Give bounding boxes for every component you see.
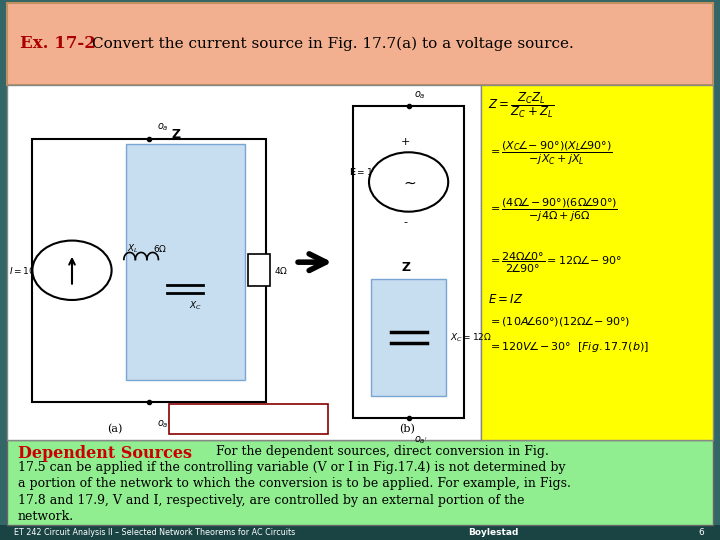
Text: $o_{a'}$: $o_{a'}$ — [415, 434, 428, 446]
Text: $\mathbf{Z}$: $\mathbf{Z}$ — [171, 129, 181, 141]
Text: ET 242 Circuit Analysis II – Selected Network Theorems for AC Circuits: ET 242 Circuit Analysis II – Selected Ne… — [14, 528, 296, 537]
Text: Dependent Sources: Dependent Sources — [18, 445, 192, 462]
Text: Example 17.2.: Example 17.2. — [240, 415, 321, 424]
Bar — [126, 144, 245, 380]
Bar — [481, 85, 713, 440]
Bar — [248, 254, 270, 286]
Text: $o_a$: $o_a$ — [157, 122, 168, 133]
Text: $\mathbf{Z}$: $\mathbf{Z}$ — [402, 261, 412, 274]
Text: +: + — [400, 137, 410, 147]
Text: $E = IZ$: $E = IZ$ — [488, 293, 523, 306]
Text: 6: 6 — [698, 528, 704, 537]
Text: Ex. 17-2: Ex. 17-2 — [20, 35, 96, 52]
Text: Boylestad: Boylestad — [468, 528, 518, 537]
Bar — [371, 279, 446, 396]
Text: $X_C$: $X_C$ — [189, 300, 202, 313]
Text: 17.5 can be applied if the controlling variable (V or I in Fig.17.4) is not dete: 17.5 can be applied if the controlling v… — [18, 461, 566, 474]
Bar — [353, 106, 464, 418]
Text: $= \dfrac{24\Omega\!\angle\!0°}{2\!\angle\!90°} = 12\Omega\!\angle\!-90°$: $= \dfrac{24\Omega\!\angle\!0°}{2\!\angl… — [488, 249, 622, 275]
Bar — [32, 139, 266, 402]
Text: (b): (b) — [399, 424, 415, 434]
Text: $\sim$: $\sim$ — [400, 174, 417, 190]
Text: For the dependent sources, direct conversion in Fig.: For the dependent sources, direct conver… — [184, 445, 549, 458]
Text: $= 120V\!\angle\!-30°\ \ [Fig.17.7(b)]$: $= 120V\!\angle\!-30°\ \ [Fig.17.7(b)]$ — [488, 339, 649, 354]
Bar — [0, 525, 720, 540]
Text: $4\Omega$: $4\Omega$ — [274, 265, 288, 276]
Text: $\mathbf{E} = 120\ V\!\angle\!-30°$: $\mathbf{E} = 120\ V\!\angle\!-30°$ — [349, 166, 426, 177]
Bar — [7, 85, 481, 440]
Text: $I = 10A \angle 60°$: $I = 10A \angle 60°$ — [9, 265, 66, 276]
Text: $Z = \dfrac{Z_C Z_L}{Z_C + Z_L}$: $Z = \dfrac{Z_C Z_L}{Z_C + Z_L}$ — [488, 90, 554, 120]
Text: $X_C = 12\Omega$: $X_C = 12\Omega$ — [450, 332, 492, 344]
Bar — [7, 3, 713, 85]
Circle shape — [369, 152, 448, 212]
Text: -: - — [403, 217, 407, 227]
Text: $= (10A\!\angle\!60°)(12\Omega\!\angle\!-90°)$: $= (10A\!\angle\!60°)(12\Omega\!\angle\!… — [488, 314, 631, 328]
Text: Figure 17.7: Figure 17.7 — [175, 415, 242, 424]
Text: $o_a$: $o_a$ — [415, 89, 426, 101]
Text: a portion of the network to which the conversion is to be applied. For example, : a portion of the network to which the co… — [18, 477, 571, 490]
Text: $o_{a'}$: $o_{a'}$ — [157, 418, 171, 430]
Text: 17.8 and 17.9, V and I, respectively, are controlled by an external portion of t: 17.8 and 17.9, V and I, respectively, ar… — [18, 494, 524, 507]
Text: Convert the current source in Fig. 17.7(a) to a voltage source.: Convert the current source in Fig. 17.7(… — [92, 37, 574, 51]
Text: $6\Omega$: $6\Omega$ — [153, 243, 168, 254]
Bar — [7, 440, 713, 525]
Text: $X_L$: $X_L$ — [127, 242, 139, 255]
Text: $= \dfrac{(X_C\!\angle\!-90°)(X_L\!\angle\!90°)}{-jX_C + jX_L}$: $= \dfrac{(X_C\!\angle\!-90°)(X_L\!\angl… — [488, 139, 613, 167]
Text: network.: network. — [18, 510, 74, 523]
Text: (a): (a) — [107, 424, 123, 434]
Text: $= \dfrac{(4\Omega\!\angle\!-90°)(6\Omega\!\angle\!90°)}{-j4\Omega + j6\Omega}$: $= \dfrac{(4\Omega\!\angle\!-90°)(6\Omeg… — [488, 195, 618, 224]
Bar — [169, 404, 328, 434]
Circle shape — [32, 240, 112, 300]
